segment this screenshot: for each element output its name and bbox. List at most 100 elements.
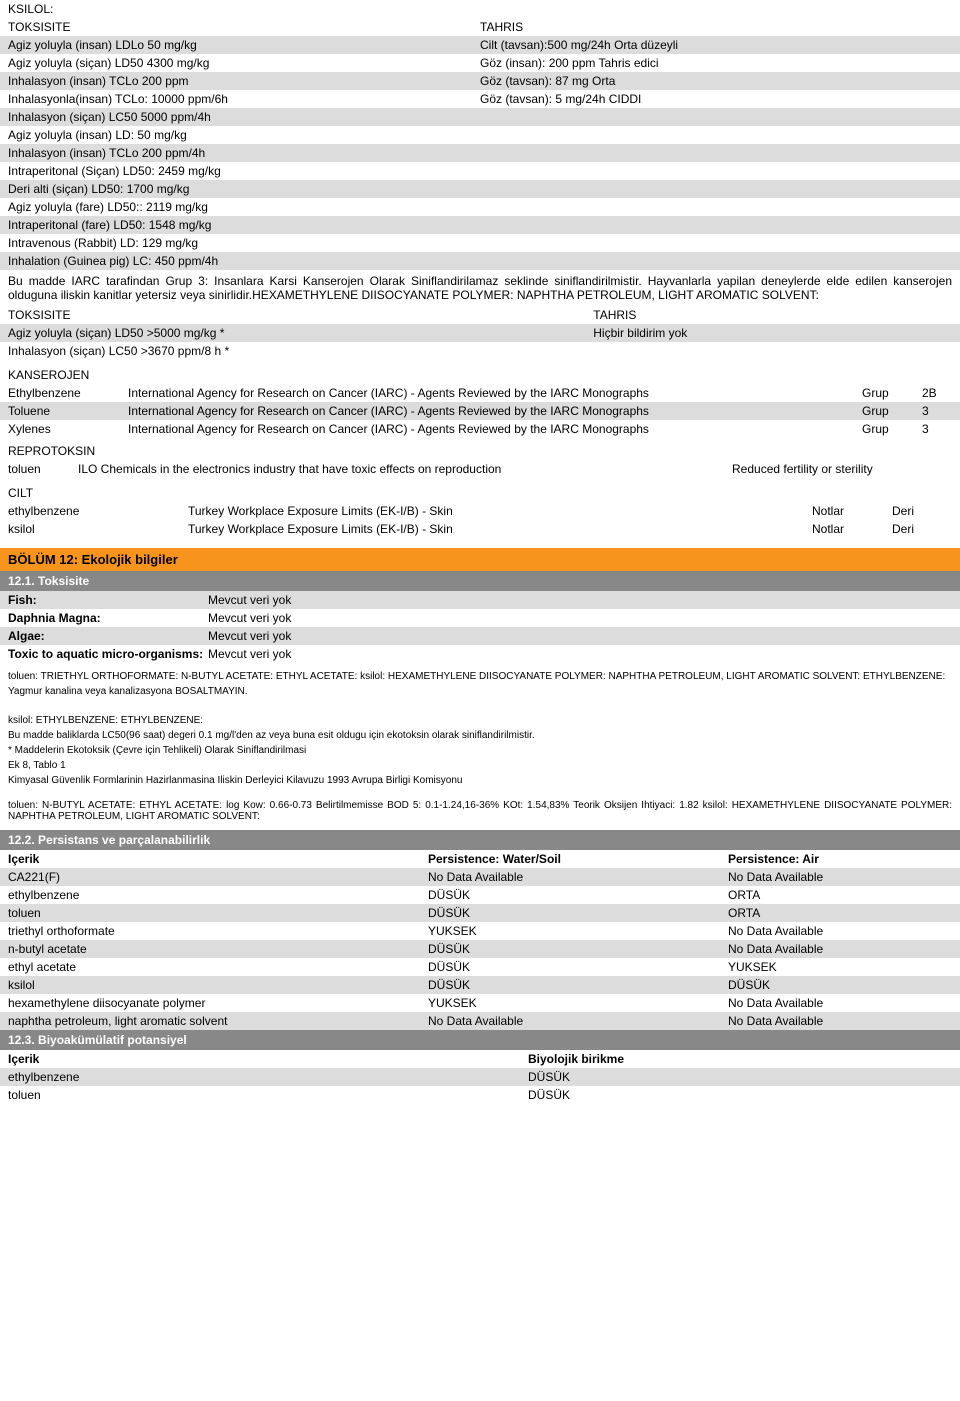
pers-air: No Data Available bbox=[728, 942, 952, 956]
tox-a: Inhalation (Guinea pig) LC: 450 ppm/4h bbox=[8, 254, 480, 268]
eco-note3: ksilol: ETHYLBENZENE: ETHYLBENZENE: bbox=[0, 713, 960, 728]
kans-grup: Grup bbox=[862, 404, 922, 418]
bio-name: ethylbenzene bbox=[8, 1070, 528, 1084]
kans-val: 3 bbox=[922, 404, 952, 418]
persistence-row: ethyl acetateDÜSÜKYUKSEK bbox=[0, 958, 960, 976]
bio-val: DÜSÜK bbox=[528, 1088, 952, 1102]
kv-val: Mevcut veri yok bbox=[208, 629, 952, 643]
pers-water: YUKSEK bbox=[428, 996, 728, 1010]
eco-note5: * Maddelerin Ekotoksik (Çevre için Tehli… bbox=[0, 743, 960, 758]
bio-val: DÜSÜK bbox=[528, 1070, 952, 1084]
tox-b bbox=[480, 164, 952, 178]
eco-note7: Kimyasal Güvenlik Formlarinin Hazirlanma… bbox=[0, 773, 960, 788]
kanserojen-row: EthylbenzeneInternational Agency for Res… bbox=[0, 384, 960, 402]
tox-a: Agiz yoluyla (insan) LDLo 50 mg/kg bbox=[8, 38, 480, 52]
pers-water: No Data Available bbox=[428, 1014, 728, 1028]
persistence-row: triethyl orthoformateYUKSEKNo Data Avail… bbox=[0, 922, 960, 940]
repro-effect: Reduced fertility or sterility bbox=[732, 462, 952, 476]
tox2-r2a: Inhalasyon (siçan) LC50 >3670 ppm/8 h * bbox=[8, 344, 593, 358]
kv-key: Fish: bbox=[8, 593, 208, 607]
kv-val: Mevcut veri yok bbox=[208, 593, 952, 607]
tox2-header: TOKSISITE TAHRIS bbox=[0, 306, 960, 324]
pers-name: ethyl acetate bbox=[8, 960, 428, 974]
pers-water: DÜSÜK bbox=[428, 906, 728, 920]
eco-note8: toluen: N-BUTYL ACETATE: ETHYL ACETATE: … bbox=[0, 798, 960, 824]
kans-val: 3 bbox=[922, 422, 952, 436]
pers-name: n-butyl acetate bbox=[8, 942, 428, 956]
persistence-header: Içerik Persistence: Water/Soil Persisten… bbox=[0, 850, 960, 868]
cilt-name: ethylbenzene bbox=[8, 504, 188, 518]
tox-col-a: TOKSISITE bbox=[8, 20, 480, 34]
kanserojen-row: XylenesInternational Agency for Research… bbox=[0, 420, 960, 438]
tox2-r1b: Hiçbir bildirim yok bbox=[593, 326, 952, 340]
tox2-col-b: TAHRIS bbox=[593, 308, 952, 322]
pers-air: ORTA bbox=[728, 906, 952, 920]
pers-name: hexamethylene diisocyanate polymer bbox=[8, 996, 428, 1010]
cilt-row: ksilolTurkey Workplace Exposure Limits (… bbox=[0, 520, 960, 538]
tox-row: Agiz yoluyla (insan) LD: 50 mg/kg bbox=[0, 126, 960, 144]
section-12-3: 12.3. Biyoakümülatif potansiyel bbox=[0, 1030, 960, 1050]
tox-row: Agiz yoluyla (fare) LD50:: 2119 mg/kg bbox=[0, 198, 960, 216]
tox-row: Inhalasyon (siçan) LC50 5000 ppm/4h bbox=[0, 108, 960, 126]
tox-row: Inhalasyon (insan) TCLo 200 ppm/4h bbox=[0, 144, 960, 162]
tox-row: Inhalation (Guinea pig) LC: 450 ppm/4h bbox=[0, 252, 960, 270]
cilt-notlar: Notlar bbox=[812, 504, 892, 518]
pers-water: No Data Available bbox=[428, 870, 728, 884]
tox-b bbox=[480, 128, 952, 142]
pers-air: No Data Available bbox=[728, 870, 952, 884]
tox-a: Intraperitonal (Siçan) LD50: 2459 mg/kg bbox=[8, 164, 480, 178]
kans-desc: International Agency for Research on Can… bbox=[128, 422, 862, 436]
tox-a: Inhalasyon (siçan) LC50 5000 ppm/4h bbox=[8, 110, 480, 124]
tox2-r2b bbox=[593, 344, 952, 358]
repro-row: toluenILO Chemicals in the electronics i… bbox=[0, 460, 960, 478]
kv-key: Daphnia Magna: bbox=[8, 611, 208, 625]
tox-a: Agiz yoluyla (siçan) LD50 4300 mg/kg bbox=[8, 56, 480, 70]
tox-b bbox=[480, 182, 952, 196]
cilt-row: ethylbenzeneTurkey Workplace Exposure Li… bbox=[0, 502, 960, 520]
cilt-name: ksilol bbox=[8, 522, 188, 536]
tox-a: Inhalasyon (insan) TCLo 200 ppm bbox=[8, 74, 480, 88]
tox-row: Intraperitonal (Siçan) LD50: 2459 mg/kg bbox=[0, 162, 960, 180]
tox-a: Inhalasyon (insan) TCLo 200 ppm/4h bbox=[8, 146, 480, 160]
tox-row: Agiz yoluyla (insan) LDLo 50 mg/kgCilt (… bbox=[0, 36, 960, 54]
pers-air: No Data Available bbox=[728, 996, 952, 1010]
tox2-r1a: Agiz yoluyla (siçan) LD50 >5000 mg/kg * bbox=[8, 326, 593, 340]
kv-val: Mevcut veri yok bbox=[208, 611, 952, 625]
tox-row: Intraperitonal (fare) LD50: 1548 mg/kg bbox=[0, 216, 960, 234]
tox-b: Göz (tavsan): 5 mg/24h CIDDI bbox=[480, 92, 952, 106]
tox-row: Agiz yoluyla (siçan) LD50 4300 mg/kgGöz … bbox=[0, 54, 960, 72]
pers-water: DÜSÜK bbox=[428, 960, 728, 974]
pers-air: No Data Available bbox=[728, 924, 952, 938]
eco-note1: toluen: TRIETHYL ORTHOFORMATE: N-BUTYL A… bbox=[0, 669, 960, 684]
persistence-row: n-butyl acetateDÜSÜKNo Data Available bbox=[0, 940, 960, 958]
tox2-row1: Agiz yoluyla (siçan) LD50 >5000 mg/kg * … bbox=[0, 324, 960, 342]
kv-key: Toxic to aquatic micro-organisms: bbox=[8, 647, 208, 661]
tox-a: Intraperitonal (fare) LD50: 1548 mg/kg bbox=[8, 218, 480, 232]
persistence-row: ksilolDÜSÜKDÜSÜK bbox=[0, 976, 960, 994]
kv-val: Mevcut veri yok bbox=[208, 647, 952, 661]
kans-grup: Grup bbox=[862, 386, 922, 400]
pers-h2: Persistence: Water/Soil bbox=[428, 852, 728, 866]
section-12-2: 12.2. Persistans ve parçalanabilirlik bbox=[0, 830, 960, 850]
kans-desc: International Agency for Research on Can… bbox=[128, 404, 862, 418]
tox-b bbox=[480, 146, 952, 160]
pers-name: toluen bbox=[8, 906, 428, 920]
pers-water: YUKSEK bbox=[428, 924, 728, 938]
cilt-val: Deri bbox=[892, 522, 952, 536]
tox-b bbox=[480, 254, 952, 268]
tox-b bbox=[480, 236, 952, 250]
pers-air: YUKSEK bbox=[728, 960, 952, 974]
persistence-row: hexamethylene diisocyanate polymerYUKSEK… bbox=[0, 994, 960, 1012]
kans-grup: Grup bbox=[862, 422, 922, 436]
toksisite-kv: Algae:Mevcut veri yok bbox=[0, 627, 960, 645]
repro-name: toluen bbox=[8, 462, 78, 476]
kans-name: Toluene bbox=[8, 404, 128, 418]
kans-val: 2B bbox=[922, 386, 952, 400]
pers-h1: Içerik bbox=[8, 852, 428, 866]
repro-desc: ILO Chemicals in the electronics industr… bbox=[78, 462, 732, 476]
cilt-notlar: Notlar bbox=[812, 522, 892, 536]
tox-b: Cilt (tavsan):500 mg/24h Orta düzeyli bbox=[480, 38, 952, 52]
eco-note4: Bu madde baliklarda LC50(96 saat) degeri… bbox=[0, 728, 960, 743]
pers-h3: Persistence: Air bbox=[728, 852, 952, 866]
tox-b: Göz (insan): 200 ppm Tahris edici bbox=[480, 56, 952, 70]
